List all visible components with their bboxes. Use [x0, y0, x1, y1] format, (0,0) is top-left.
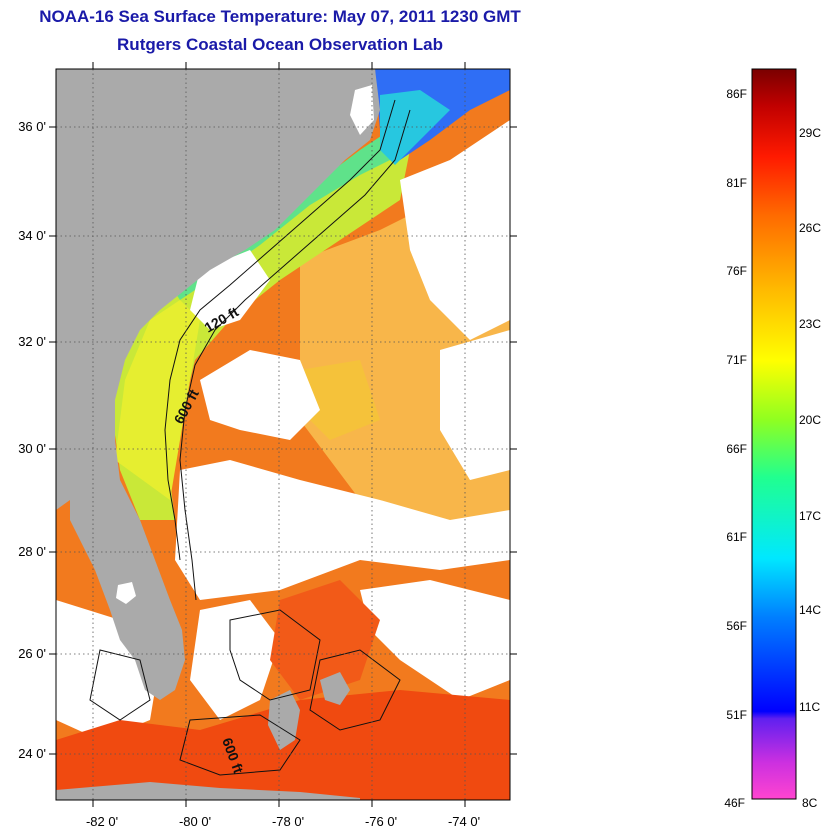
lon-label-76: -76 0' [365, 814, 397, 829]
cb-label-14c: 14C [799, 603, 821, 617]
longitude-labels: -82 0' -80 0' -78 0' -76 0' -74 0' [86, 814, 480, 829]
map-panel: 120 ft 600 ft 600 ft [56, 69, 510, 800]
cb-label-17c: 17C [799, 509, 821, 523]
lon-label-82: -82 0' [86, 814, 118, 829]
cb-label-81f: 81F [726, 176, 747, 190]
contour-600ft [179, 109, 411, 601]
coastal-cool-band [110, 150, 410, 520]
land-us-southeast [56, 69, 380, 510]
shelf-yellow [115, 300, 200, 500]
lat-label-26: 26 0' [18, 646, 46, 661]
cloud-area-south-east [360, 580, 510, 700]
cb-label-56f: 56F [726, 619, 747, 633]
cb-label-76f: 76F [726, 264, 747, 278]
lat-label-24: 24 0' [18, 746, 46, 761]
lat-label-30: 30 0' [18, 441, 46, 456]
lat-label-28: 28 0' [18, 544, 46, 559]
lon-label-80: -80 0' [179, 814, 211, 829]
lat-label-34: 34 0' [18, 228, 46, 243]
lon-label-74: -74 0' [448, 814, 480, 829]
ocean-mid-temp-patch [300, 360, 380, 440]
latitude-labels: 36 0' 34 0' 32 0' 30 0' 28 0' 26 0' 24 0… [18, 119, 46, 761]
cb-label-23c: 23C [799, 317, 821, 331]
cb-label-11c: 11C [799, 700, 820, 714]
temperature-colorbar: 86F 81F 76F 71F 66F 61F 56F 51F 46F 29C … [724, 68, 821, 810]
land-cuba [56, 782, 360, 800]
cloud-area-south [190, 600, 280, 720]
contour-120ft [164, 99, 396, 561]
cold-water-north-cyan [380, 90, 450, 165]
cloud-area-central [200, 350, 320, 440]
land-lake-okeechobee [116, 582, 136, 604]
contour-bahamas-banks [89, 609, 401, 776]
ocean-hot-bahamas [270, 580, 380, 700]
land-bahamas-east [320, 672, 350, 705]
cloud-area-northeast [400, 120, 510, 340]
cb-label-66f: 66F [726, 442, 747, 456]
lat-label-32: 32 0' [18, 334, 46, 349]
map-subtitle: Rutgers Coastal Ocean Observation Lab [117, 35, 443, 54]
land-outer-banks-sound [350, 85, 374, 135]
cb-label-71f: 71F [726, 353, 747, 367]
map-frame [55, 68, 511, 801]
map-title: NOAA-16 Sea Surface Temperature: May 07,… [39, 7, 521, 26]
map-gridlines [56, 69, 510, 800]
colorbar-fahrenheit-labels: 86F 81F 76F 71F 66F 61F 56F 51F 46F [724, 87, 747, 810]
lat-label-36: 36 0' [18, 119, 46, 134]
cb-label-8c: 8C [802, 796, 818, 810]
map-ticks [49, 62, 517, 807]
cb-label-86f: 86F [726, 87, 747, 101]
cb-label-26c: 26C [799, 221, 821, 235]
cloud-area-east [440, 330, 510, 480]
cb-label-46f: 46F [724, 796, 745, 810]
colorbar-celsius-labels: 29C 26C 23C 20C 17C 14C 11C 8C [799, 126, 821, 810]
cloud-band-mid [175, 460, 510, 600]
lon-label-78: -78 0' [272, 814, 304, 829]
cb-label-51f: 51F [726, 708, 747, 722]
cb-label-61f: 61F [726, 530, 747, 544]
cb-label-29c: 29C [799, 126, 821, 140]
colorbar-gradient [751, 68, 797, 800]
cb-label-20c: 20C [799, 413, 821, 427]
